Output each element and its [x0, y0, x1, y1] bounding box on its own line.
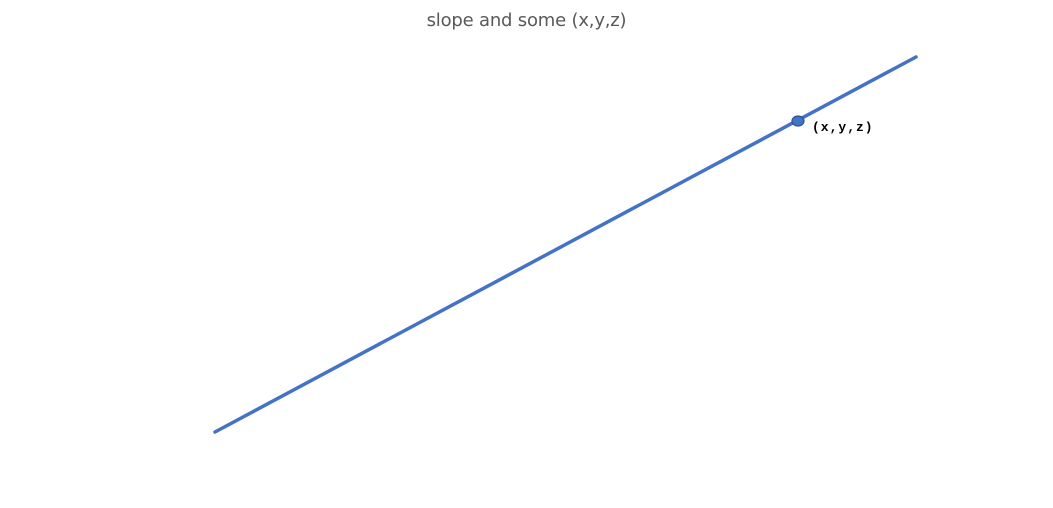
point-label: (x,y,z) [812, 120, 874, 135]
point-marker [791, 115, 805, 127]
diagram-title: slope and some (x,y,z) [426, 10, 627, 31]
slope-line [213, 55, 918, 434]
